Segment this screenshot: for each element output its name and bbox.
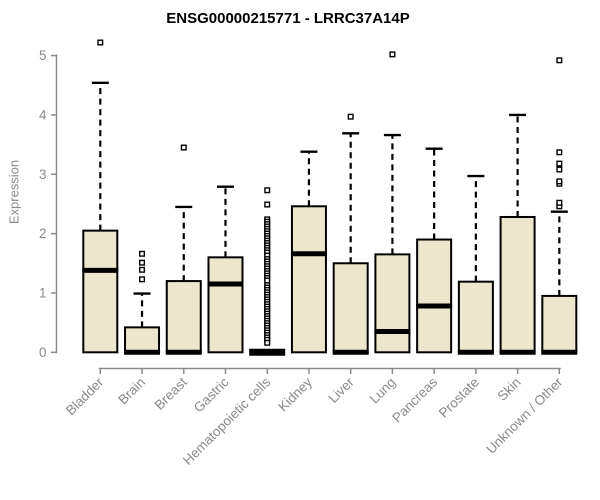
boxplot-bladder	[82, 39, 119, 354]
boxplot-hematopoietic-cells	[249, 187, 286, 356]
outlier-point	[139, 276, 146, 283]
box-rect	[416, 238, 453, 354]
y-tick-label: 0	[39, 345, 47, 360]
box-rect	[124, 326, 161, 354]
box-rect	[332, 262, 369, 354]
boxplot-gastric	[207, 185, 244, 354]
boxplot-prostate	[457, 174, 494, 355]
box-rect	[541, 294, 578, 354]
boxplot-kidney	[290, 150, 327, 354]
y-tick-label: 1	[39, 285, 47, 300]
outlier-point	[556, 199, 563, 206]
outlier-point	[97, 39, 104, 46]
outlier-point	[556, 149, 563, 156]
outlier-point	[556, 57, 563, 64]
outlier-point	[139, 259, 146, 266]
outlier-point	[139, 250, 146, 257]
outlier-point	[180, 144, 187, 151]
x-tick-label-brain: Brain	[115, 375, 148, 408]
y-tick-label: 2	[39, 226, 47, 241]
box-rect	[290, 205, 327, 354]
outlier-point	[264, 187, 271, 194]
box-rect	[207, 256, 244, 354]
outlier-point	[264, 277, 271, 284]
chart-title: ENSG00000215771 - LRRC37A14P	[166, 10, 410, 27]
x-tick-label-lung: Lung	[367, 375, 399, 407]
boxplot-brain	[124, 250, 161, 355]
x-tick-label-kidney: Kidney	[275, 374, 315, 414]
outlier-point	[139, 266, 146, 273]
outlier-point	[264, 201, 271, 208]
x-tick-label-skin: Skin	[495, 375, 524, 404]
outlier-point	[347, 113, 354, 120]
box-rect	[499, 215, 536, 354]
x-tick-label-unknown-other: Unknown / Other	[483, 374, 566, 457]
outlier-point	[556, 160, 563, 167]
y-axis: 0 1 2 3 4 5	[39, 48, 58, 360]
boxplot-lung	[374, 51, 411, 354]
outlier-point	[264, 339, 271, 346]
outlier-point	[389, 51, 396, 58]
y-tick-label: 3	[39, 167, 47, 182]
x-tick-label-liver: Liver	[326, 374, 358, 406]
box-rect	[82, 229, 119, 354]
boxplot-unknown-other	[541, 57, 578, 355]
box-rect	[457, 280, 494, 354]
outlier-point	[556, 178, 563, 185]
y-tick-label: 4	[39, 107, 47, 122]
boxplot-liver	[332, 113, 369, 355]
x-tick-label-breast: Breast	[152, 374, 190, 412]
y-tick-label: 5	[39, 48, 47, 63]
boxplot-skin	[499, 113, 536, 355]
x-tick-label-prostate: Prostate	[436, 375, 482, 421]
x-tick-label-gastric: Gastric	[191, 374, 232, 415]
box-rect	[165, 280, 202, 354]
y-axis-label: Expression	[6, 159, 22, 225]
box-rect	[374, 253, 411, 354]
outlier-point	[556, 166, 563, 173]
boxplot-breast	[165, 144, 202, 355]
x-tick-label-pancreas: Pancreas	[389, 374, 440, 425]
x-tick-label-bladder: Bladder	[63, 374, 107, 418]
boxplot-pancreas	[416, 147, 453, 354]
